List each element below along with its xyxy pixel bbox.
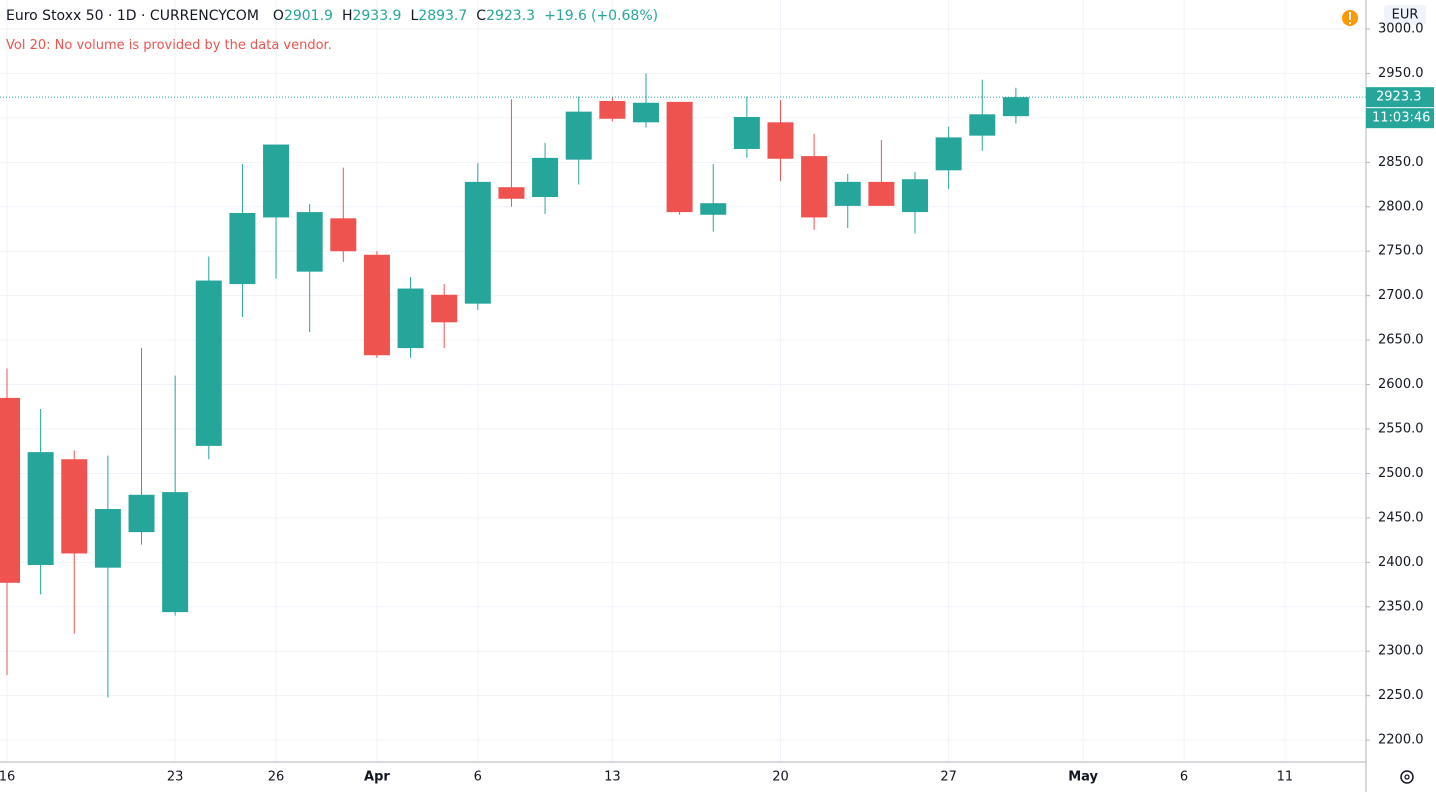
x-tick-label: 11 xyxy=(1277,770,1294,785)
gear xyxy=(1400,770,1414,784)
candle-body xyxy=(195,280,222,446)
candle-body xyxy=(532,157,559,197)
y-tick-label: 2650.0 xyxy=(1378,333,1424,348)
ohlc-letter: L xyxy=(410,8,419,24)
x-tick-label: 20 xyxy=(772,770,789,785)
x-tick-label: Apr xyxy=(364,770,390,785)
alert-icon-mark xyxy=(1349,12,1351,20)
candle-body xyxy=(632,102,659,123)
currency-badge[interactable] xyxy=(1384,5,1426,25)
candle-body xyxy=(498,187,525,199)
ohlc-value: 2923.3 xyxy=(486,8,536,24)
candle-body xyxy=(330,218,357,252)
y-tick-label: 2800.0 xyxy=(1378,199,1424,214)
candle-body xyxy=(733,116,760,149)
candle-body xyxy=(431,294,458,323)
y-tick-label: 2750.0 xyxy=(1378,244,1424,259)
y-tick-label: 2450.0 xyxy=(1378,510,1424,525)
candle-body xyxy=(464,181,491,304)
candle-body xyxy=(902,179,929,213)
candle-body xyxy=(229,212,256,285)
x-tick-label: 16 xyxy=(0,770,15,785)
y-tick-label: 2950.0 xyxy=(1378,66,1424,81)
currency: EUR xyxy=(1392,8,1419,23)
x-tick-label: 6 xyxy=(474,770,482,785)
gear-hub xyxy=(1404,774,1410,780)
y-tick-label: 2500.0 xyxy=(1378,466,1424,481)
settings-icon[interactable] xyxy=(1400,770,1414,784)
symbol: Euro Stoxx 50 · 1D · CURRENCYCOM xyxy=(6,8,259,24)
candle-body xyxy=(397,288,424,349)
candle-body xyxy=(128,494,155,533)
x-tick-label: 6 xyxy=(1180,770,1188,785)
candle-body xyxy=(296,212,323,272)
candle-body xyxy=(263,144,290,218)
candle-body xyxy=(0,397,20,583)
candle-body xyxy=(666,101,693,213)
ohlc-letter: O xyxy=(272,8,284,24)
x-tick-label: 26 xyxy=(268,770,285,785)
candle-body xyxy=(969,114,996,136)
change-pct: (+0.68%) xyxy=(590,8,659,24)
countdown-badge xyxy=(1366,108,1434,129)
x-tick-label: May xyxy=(1068,770,1098,785)
candle-body xyxy=(61,459,88,554)
candle-body xyxy=(834,181,861,206)
x-tick-label: 27 xyxy=(940,770,957,785)
ohlc-value: 2933.9 xyxy=(352,8,402,24)
y-tick-label: 2350.0 xyxy=(1378,599,1424,614)
price-badge xyxy=(1366,87,1434,108)
candle-body xyxy=(767,122,794,159)
y-tick-label: 2200.0 xyxy=(1378,733,1424,748)
candle-body xyxy=(162,492,189,613)
price-label: 2923.3 xyxy=(1376,90,1422,105)
change: +19.6 xyxy=(544,8,587,24)
y-tick-label: 2600.0 xyxy=(1378,377,1424,392)
y-tick-label: 3000.0 xyxy=(1378,21,1424,36)
candle-body xyxy=(1002,97,1029,117)
y-tick-label: 2250.0 xyxy=(1378,688,1424,703)
y-tick-label: 2300.0 xyxy=(1378,644,1424,659)
candle-body xyxy=(599,100,626,119)
candle-body xyxy=(801,156,828,218)
candle-body xyxy=(565,111,592,160)
y-tick-label: 2700.0 xyxy=(1378,288,1424,303)
candle-body xyxy=(868,181,895,206)
candle-body xyxy=(935,137,962,171)
y-tick-label: 2850.0 xyxy=(1378,155,1424,170)
x-tick-label: 23 xyxy=(167,770,184,785)
candle-body xyxy=(94,509,121,568)
ohlc-letter: H xyxy=(341,8,353,24)
ohlc-value: 2901.9 xyxy=(283,8,333,24)
x-tick-label: 13 xyxy=(604,770,621,785)
y-tick-label: 2400.0 xyxy=(1378,555,1424,570)
candle-body xyxy=(363,254,390,356)
candle-body xyxy=(700,203,727,215)
alert-icon-dot xyxy=(1349,22,1351,24)
ohlc-letter: C xyxy=(476,8,487,24)
candles xyxy=(0,73,1029,698)
volume-notice: Vol 20: No volume is provided by the dat… xyxy=(6,38,332,53)
countdown: 11:03:46 xyxy=(1372,111,1430,126)
ohlc-value: 2893.7 xyxy=(418,8,468,24)
candle-body xyxy=(27,452,54,566)
y-tick-label: 2550.0 xyxy=(1378,422,1424,437)
legend: Euro Stoxx 50 · 1D · CURRENCYCOM O2901.9 H… xyxy=(6,8,667,24)
